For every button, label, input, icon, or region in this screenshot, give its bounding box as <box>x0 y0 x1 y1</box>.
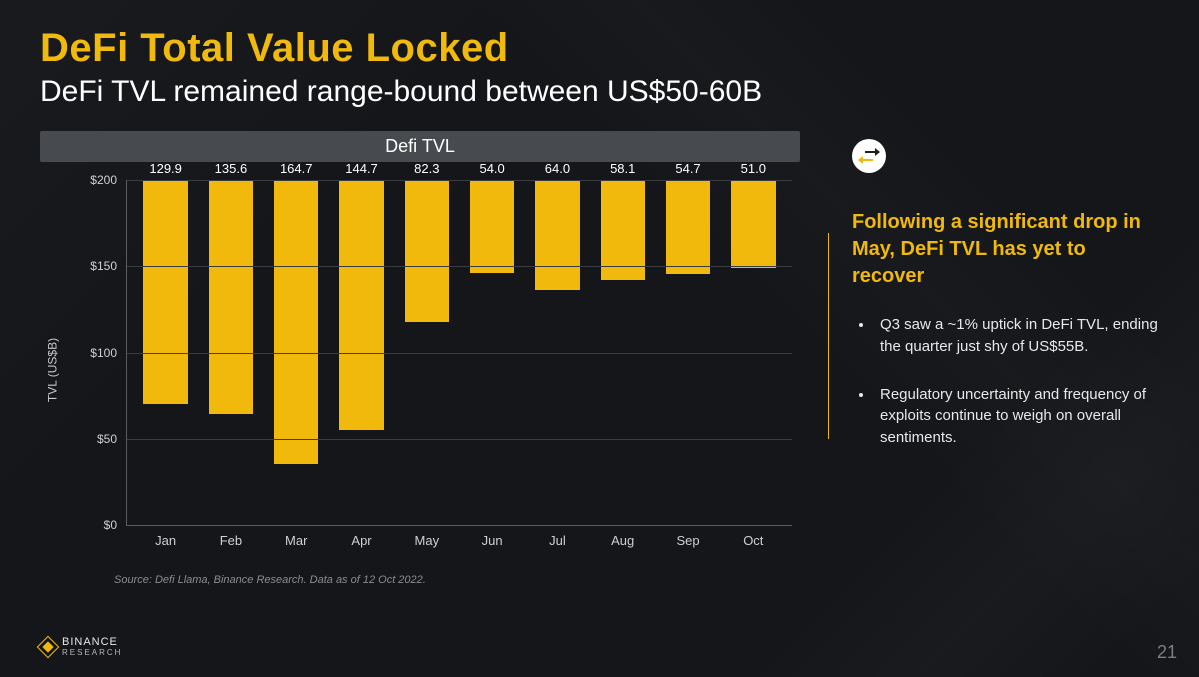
bar-value-label: 144.7 <box>345 161 378 176</box>
page-title: DeFi Total Value Locked <box>40 26 1159 71</box>
bar-value-label: 54.0 <box>479 161 504 176</box>
page-number: 21 <box>1157 642 1177 663</box>
x-tick-label: Jul <box>549 533 566 548</box>
bar-chart: TVL (US$B) 129.9Jan135.6Feb164.7Mar144.7… <box>40 180 800 560</box>
x-tick-label: Sep <box>676 533 699 548</box>
y-tick-label: $100 <box>90 346 127 360</box>
bar <box>666 180 710 274</box>
y-tick-label: $50 <box>97 432 127 446</box>
bar <box>731 180 775 268</box>
y-tick-label: $150 <box>90 259 127 273</box>
chart-title: Defi TVL <box>40 131 800 162</box>
brand-logo-block: BINANCE RESEARCH <box>40 637 122 657</box>
bar <box>405 180 449 322</box>
x-tick-label: May <box>415 533 440 548</box>
chart-column: Defi TVL TVL (US$B) 129.9Jan135.6Feb164.… <box>40 131 800 586</box>
x-tick-label: Jan <box>155 533 176 548</box>
bar-value-label: 58.1 <box>610 161 635 176</box>
brand-subname: RESEARCH <box>62 648 122 657</box>
brand-name: BINANCE <box>62 637 122 648</box>
y-axis-label: TVL (US$B) <box>45 338 59 402</box>
vertical-divider <box>828 233 829 439</box>
bar <box>274 180 318 464</box>
source-note: Source: Defi Llama, Binance Research. Da… <box>114 574 800 586</box>
x-tick-label: Aug <box>611 533 634 548</box>
gridline <box>127 439 792 440</box>
callout-column: Following a significant drop in May, DeF… <box>828 131 1159 586</box>
bar-value-label: 164.7 <box>280 161 313 176</box>
swap-icon <box>852 139 886 173</box>
bar <box>601 180 645 280</box>
x-tick-label: Feb <box>220 533 242 548</box>
bar-value-label: 54.7 <box>675 161 700 176</box>
bar-value-label: 135.6 <box>215 161 248 176</box>
gridline <box>127 266 792 267</box>
bar-value-label: 51.0 <box>741 161 766 176</box>
content-row: Defi TVL TVL (US$B) 129.9Jan135.6Feb164.… <box>40 131 1159 586</box>
x-tick-label: Jun <box>482 533 503 548</box>
gridline <box>127 353 792 354</box>
binance-logo-icon <box>37 636 60 659</box>
callout-content: Following a significant drop in May, DeF… <box>828 173 1159 449</box>
y-tick-label: $0 <box>104 518 127 532</box>
gridline <box>127 180 792 181</box>
y-tick-label: $200 <box>90 173 127 187</box>
bar <box>143 180 187 404</box>
bar-value-label: 129.9 <box>149 161 182 176</box>
bar <box>209 180 253 414</box>
bar <box>470 180 514 273</box>
callout-heading: Following a significant drop in May, DeF… <box>852 209 1159 290</box>
callout-bullet: Q3 saw a ~1% uptick in DeFi TVL, ending … <box>874 314 1159 358</box>
x-tick-label: Oct <box>743 533 763 548</box>
slide: DeFi Total Value Locked DeFi TVL remaine… <box>0 0 1199 677</box>
bar-value-label: 82.3 <box>414 161 439 176</box>
bar-value-label: 64.0 <box>545 161 570 176</box>
bar <box>339 180 383 430</box>
x-tick-label: Mar <box>285 533 307 548</box>
x-tick-label: Apr <box>351 533 371 548</box>
chart-plot-area: 129.9Jan135.6Feb164.7Mar144.7Apr82.3May5… <box>126 180 792 526</box>
callout-bullet: Regulatory uncertainty and frequency of … <box>874 384 1159 449</box>
page-subtitle: DeFi TVL remained range-bound between US… <box>40 75 1159 109</box>
bar <box>535 180 579 290</box>
callout-bullet-list: Q3 saw a ~1% uptick in DeFi TVL, ending … <box>852 314 1159 449</box>
